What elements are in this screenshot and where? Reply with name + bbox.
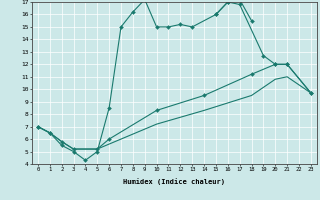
X-axis label: Humidex (Indice chaleur): Humidex (Indice chaleur) — [124, 178, 225, 185]
